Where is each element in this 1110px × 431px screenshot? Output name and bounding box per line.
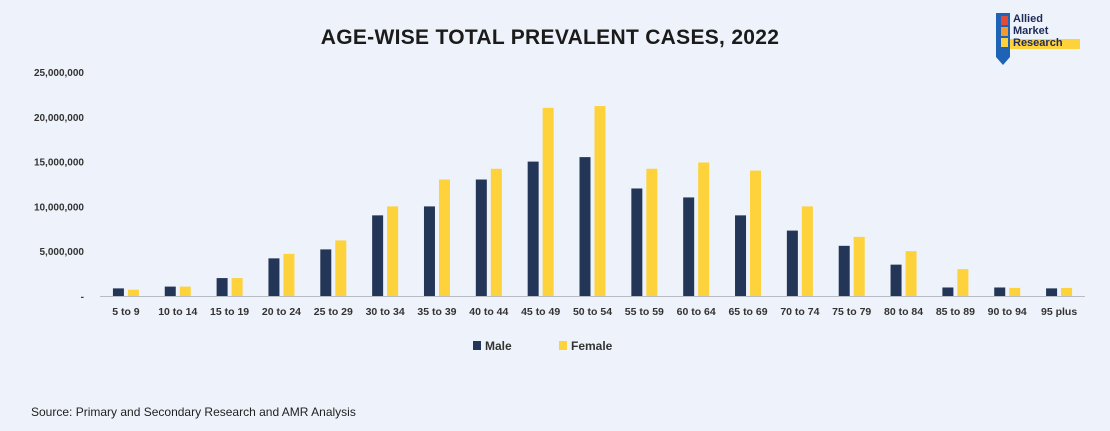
legend-swatch-male — [473, 341, 481, 350]
x-tick-label: 95 plus — [1041, 306, 1077, 318]
bar-male — [786, 230, 798, 296]
bar-female — [594, 106, 606, 296]
bar-female — [646, 168, 658, 296]
bar-male — [631, 188, 643, 296]
bar-male — [475, 179, 487, 296]
bar-male — [838, 245, 850, 296]
logo-text: Allied Market Research — [1013, 13, 1063, 49]
bar-female — [801, 206, 813, 296]
x-tick-label: 75 to 79 — [832, 306, 871, 318]
bar-male — [112, 288, 124, 296]
x-tick-label: 45 to 49 — [521, 306, 560, 318]
bar-female — [905, 251, 917, 296]
bar-male — [683, 197, 695, 296]
bar-male — [320, 249, 332, 296]
y-tick-label: 10,000,000 — [34, 202, 84, 213]
source-note: Source: Primary and Secondary Research a… — [31, 405, 356, 419]
x-tick-label: 60 to 64 — [677, 306, 716, 318]
bar-male — [942, 287, 954, 296]
x-tick-label: 20 to 24 — [262, 306, 301, 318]
bar-female — [698, 162, 710, 296]
x-tick-label: 40 to 44 — [469, 306, 508, 318]
bar-male — [890, 264, 902, 296]
x-tick-label: 35 to 39 — [417, 306, 456, 318]
logo-mark-icon — [996, 13, 1080, 65]
bar-female — [127, 289, 139, 296]
bar-male — [579, 157, 591, 296]
bar-male — [423, 206, 435, 296]
y-tick-label: 5,000,000 — [40, 247, 85, 258]
x-tick-label: 15 to 19 — [210, 306, 249, 318]
chart-title: AGE-WISE TOTAL PREVALENT CASES, 2022 — [320, 26, 780, 49]
x-tick-label: 50 to 54 — [573, 306, 612, 318]
bar-male — [994, 287, 1006, 296]
bar-female — [490, 168, 502, 296]
x-tick-label: 25 to 29 — [314, 306, 353, 318]
bar-female — [283, 253, 295, 296]
bar-male — [216, 278, 228, 296]
bar-female — [335, 240, 347, 296]
x-tick-label: 65 to 69 — [728, 306, 767, 318]
bar-male — [735, 215, 747, 296]
bar-male — [268, 258, 280, 296]
bar-female — [1061, 287, 1073, 296]
y-tick-label: 15,000,000 — [34, 158, 84, 169]
x-tick-label: 30 to 34 — [366, 306, 405, 318]
legend-label-male: Male — [485, 339, 512, 353]
bar-female — [542, 107, 554, 296]
x-tick-label: 5 to 9 — [112, 306, 140, 318]
x-tick-label: 10 to 14 — [158, 306, 197, 318]
legend-swatch-female — [559, 341, 567, 350]
bar-female — [231, 278, 243, 296]
bar-female — [179, 286, 191, 296]
y-tick-label: 20,000,000 — [34, 113, 84, 124]
x-tick-label: 90 to 94 — [988, 306, 1027, 318]
logo-line-3: Research — [1013, 37, 1063, 49]
bar-female — [387, 206, 399, 296]
bar-male — [164, 286, 176, 296]
x-tick-label: 80 to 84 — [884, 306, 923, 318]
bar-male — [1046, 288, 1058, 296]
logo-line-1: Allied — [1013, 13, 1043, 25]
x-tick-label: 85 to 89 — [936, 306, 975, 318]
bar-female — [438, 179, 450, 296]
bar-female — [853, 236, 865, 296]
x-tick-label: 55 to 59 — [625, 306, 664, 318]
bar-female — [750, 170, 762, 296]
bar-male — [372, 215, 384, 296]
logo-line-2: Market — [1013, 25, 1049, 37]
bar-female — [1009, 287, 1021, 296]
bar-female — [957, 269, 969, 296]
y-tick-label: 25,000,000 — [34, 68, 84, 79]
legend-label-female: Female — [571, 339, 613, 353]
y-tick-label: - — [81, 292, 84, 303]
bar-male — [527, 161, 539, 296]
company-logo: Allied Market Research — [995, 12, 1095, 68]
x-tick-label: 70 to 74 — [780, 306, 819, 318]
